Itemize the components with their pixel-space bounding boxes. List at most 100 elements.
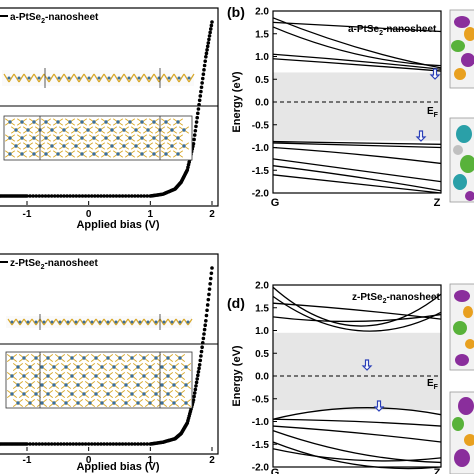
c-curve-point: [83, 442, 88, 446]
a-curve-point: [37, 194, 42, 198]
a-curve-point: [197, 98, 202, 103]
a-x-tick-label: 0: [86, 209, 92, 220]
b-y-tick-label: 1.0: [255, 52, 269, 63]
a-curve-point: [192, 133, 197, 137]
c-curve-point: [68, 442, 72, 446]
panel-b-gap-shade: [273, 72, 441, 141]
a-curve-point: [208, 30, 212, 35]
panel-d-y-label: Energy (eV): [231, 345, 243, 406]
panel-b-vbm-arrow-icon: [415, 130, 427, 142]
c-curve-point: [96, 442, 100, 446]
a-curve-point: [142, 194, 146, 198]
a-curve-point: [68, 194, 72, 198]
c-curve-point: [102, 442, 106, 446]
a-curve-point: [191, 142, 196, 146]
d-y-tick-label: 1.5: [255, 303, 269, 314]
a-curve-point: [196, 111, 200, 116]
a-curve-point: [195, 115, 199, 120]
panel-b-label: (b): [227, 4, 245, 20]
panel-a-x-label: Applied bias (V): [76, 219, 159, 231]
panel-d-title: z-PtSe2-nanosheet: [352, 292, 440, 305]
c-curve-point: [43, 442, 48, 446]
panel-d-x-tick-g: G: [271, 467, 280, 474]
b-band-7: [272, 146, 442, 165]
c-curve-point: [192, 394, 196, 399]
a-curve-point: [202, 63, 207, 68]
c-x-tick-label: 0: [86, 455, 92, 466]
a-curve-point: [34, 194, 39, 198]
c-curve-point: [196, 373, 200, 378]
d-y-tick-label: 2.0: [255, 281, 269, 292]
a-curve-point: [126, 194, 131, 198]
a-curve-point: [120, 194, 125, 198]
d-band-3: [272, 313, 442, 323]
d-band-4: [272, 407, 442, 420]
b-band-2: [272, 26, 442, 67]
c-curve-point: [56, 442, 60, 446]
c-curve-point: [193, 387, 198, 392]
panel-a-legend: a-PtSe2-nanosheet: [10, 12, 99, 25]
panel-d-label: (d): [227, 295, 245, 311]
a-curve-point: [80, 194, 85, 198]
b-y-tick-label: 2.0: [255, 7, 269, 18]
a-curve-point: [210, 20, 214, 24]
panel-a-x-ticks: -1 0 1 2: [23, 201, 215, 220]
a-curve-point: [197, 102, 201, 107]
b-band-0: [272, 21, 442, 33]
c-curve-point: [196, 370, 201, 374]
d-band-0: [272, 286, 442, 327]
d-y-tick-label: 0.5: [255, 349, 269, 360]
a-curve-point: [194, 120, 199, 124]
d-band-6: [272, 425, 442, 443]
d-band-5: [272, 418, 442, 427]
panel-d-bands: [272, 286, 442, 470]
panel-b-fermi-label: EF: [427, 106, 439, 119]
panel-d: (d) 2.0 1.5 1.0 0.5 0.0 -0.5 -1.0 -1.5 -2.0 Ener…: [227, 281, 474, 474]
panel-b-cbm-arrow-icon: [429, 68, 441, 80]
panel-a-iv-curve: [0, 20, 214, 198]
a-x-tick-label: 1: [148, 209, 154, 220]
a-curve-point: [204, 55, 208, 59]
d-band-1: [272, 295, 442, 332]
c-curve-point: [194, 384, 198, 388]
c-curve-point: [199, 354, 203, 358]
c-curve-point: [80, 442, 85, 446]
c-curve-point: [208, 282, 212, 286]
c-curve-point: [208, 276, 213, 281]
panel-d-cbm-orbital-image: [449, 283, 474, 371]
a-curve-point: [31, 194, 35, 198]
a-curve-point: [49, 194, 54, 198]
a-curve-point: [205, 48, 209, 52]
c-curve-point: [31, 442, 35, 446]
b-y-tick-label: -1.5: [252, 166, 270, 177]
panel-c-x-label: Applied bias (V): [76, 461, 159, 473]
panel-d-vbm-orbital-image: [449, 391, 474, 474]
panel-d-fermi-label: EF: [427, 378, 439, 391]
panel-d-cbm-arrow-icon: [361, 359, 373, 371]
c-curve-point: [52, 442, 57, 446]
a-curve-point: [200, 81, 204, 85]
c-curve-point: [37, 442, 42, 446]
c-curve-point: [201, 336, 206, 341]
a-curve-point: [65, 194, 69, 198]
c-curve-point: [46, 442, 51, 446]
panel-c: z-PtSe2-nanosheet -1 0 1 2 Applied bias (V): [0, 253, 219, 473]
b-band-4: [272, 58, 442, 72]
panel-b: (b) 2.0 1.5 1.0 0.5 0.0 -0.5 -1.0 -1.5 -2.0 Ener…: [227, 4, 474, 209]
a-curve-point: [83, 194, 88, 198]
a-curve-point: [56, 194, 60, 198]
a-curve-point: [206, 41, 211, 45]
c-curve-point: [111, 442, 116, 446]
b-band-5: [272, 140, 442, 145]
a-curve-point: [99, 194, 103, 198]
a-curve-point: [201, 72, 206, 76]
a-curve-point: [102, 194, 106, 198]
c-curve-point: [210, 266, 214, 270]
d-y-tick-label: -1.5: [252, 440, 270, 451]
a-curve-point: [105, 194, 109, 198]
a-x-tick-label: 2: [209, 209, 215, 220]
a-x-tick-label: -1: [23, 209, 32, 220]
c-curve-point: [86, 442, 91, 446]
panel-c-x-ticks: -1 0 1 2: [23, 447, 215, 466]
